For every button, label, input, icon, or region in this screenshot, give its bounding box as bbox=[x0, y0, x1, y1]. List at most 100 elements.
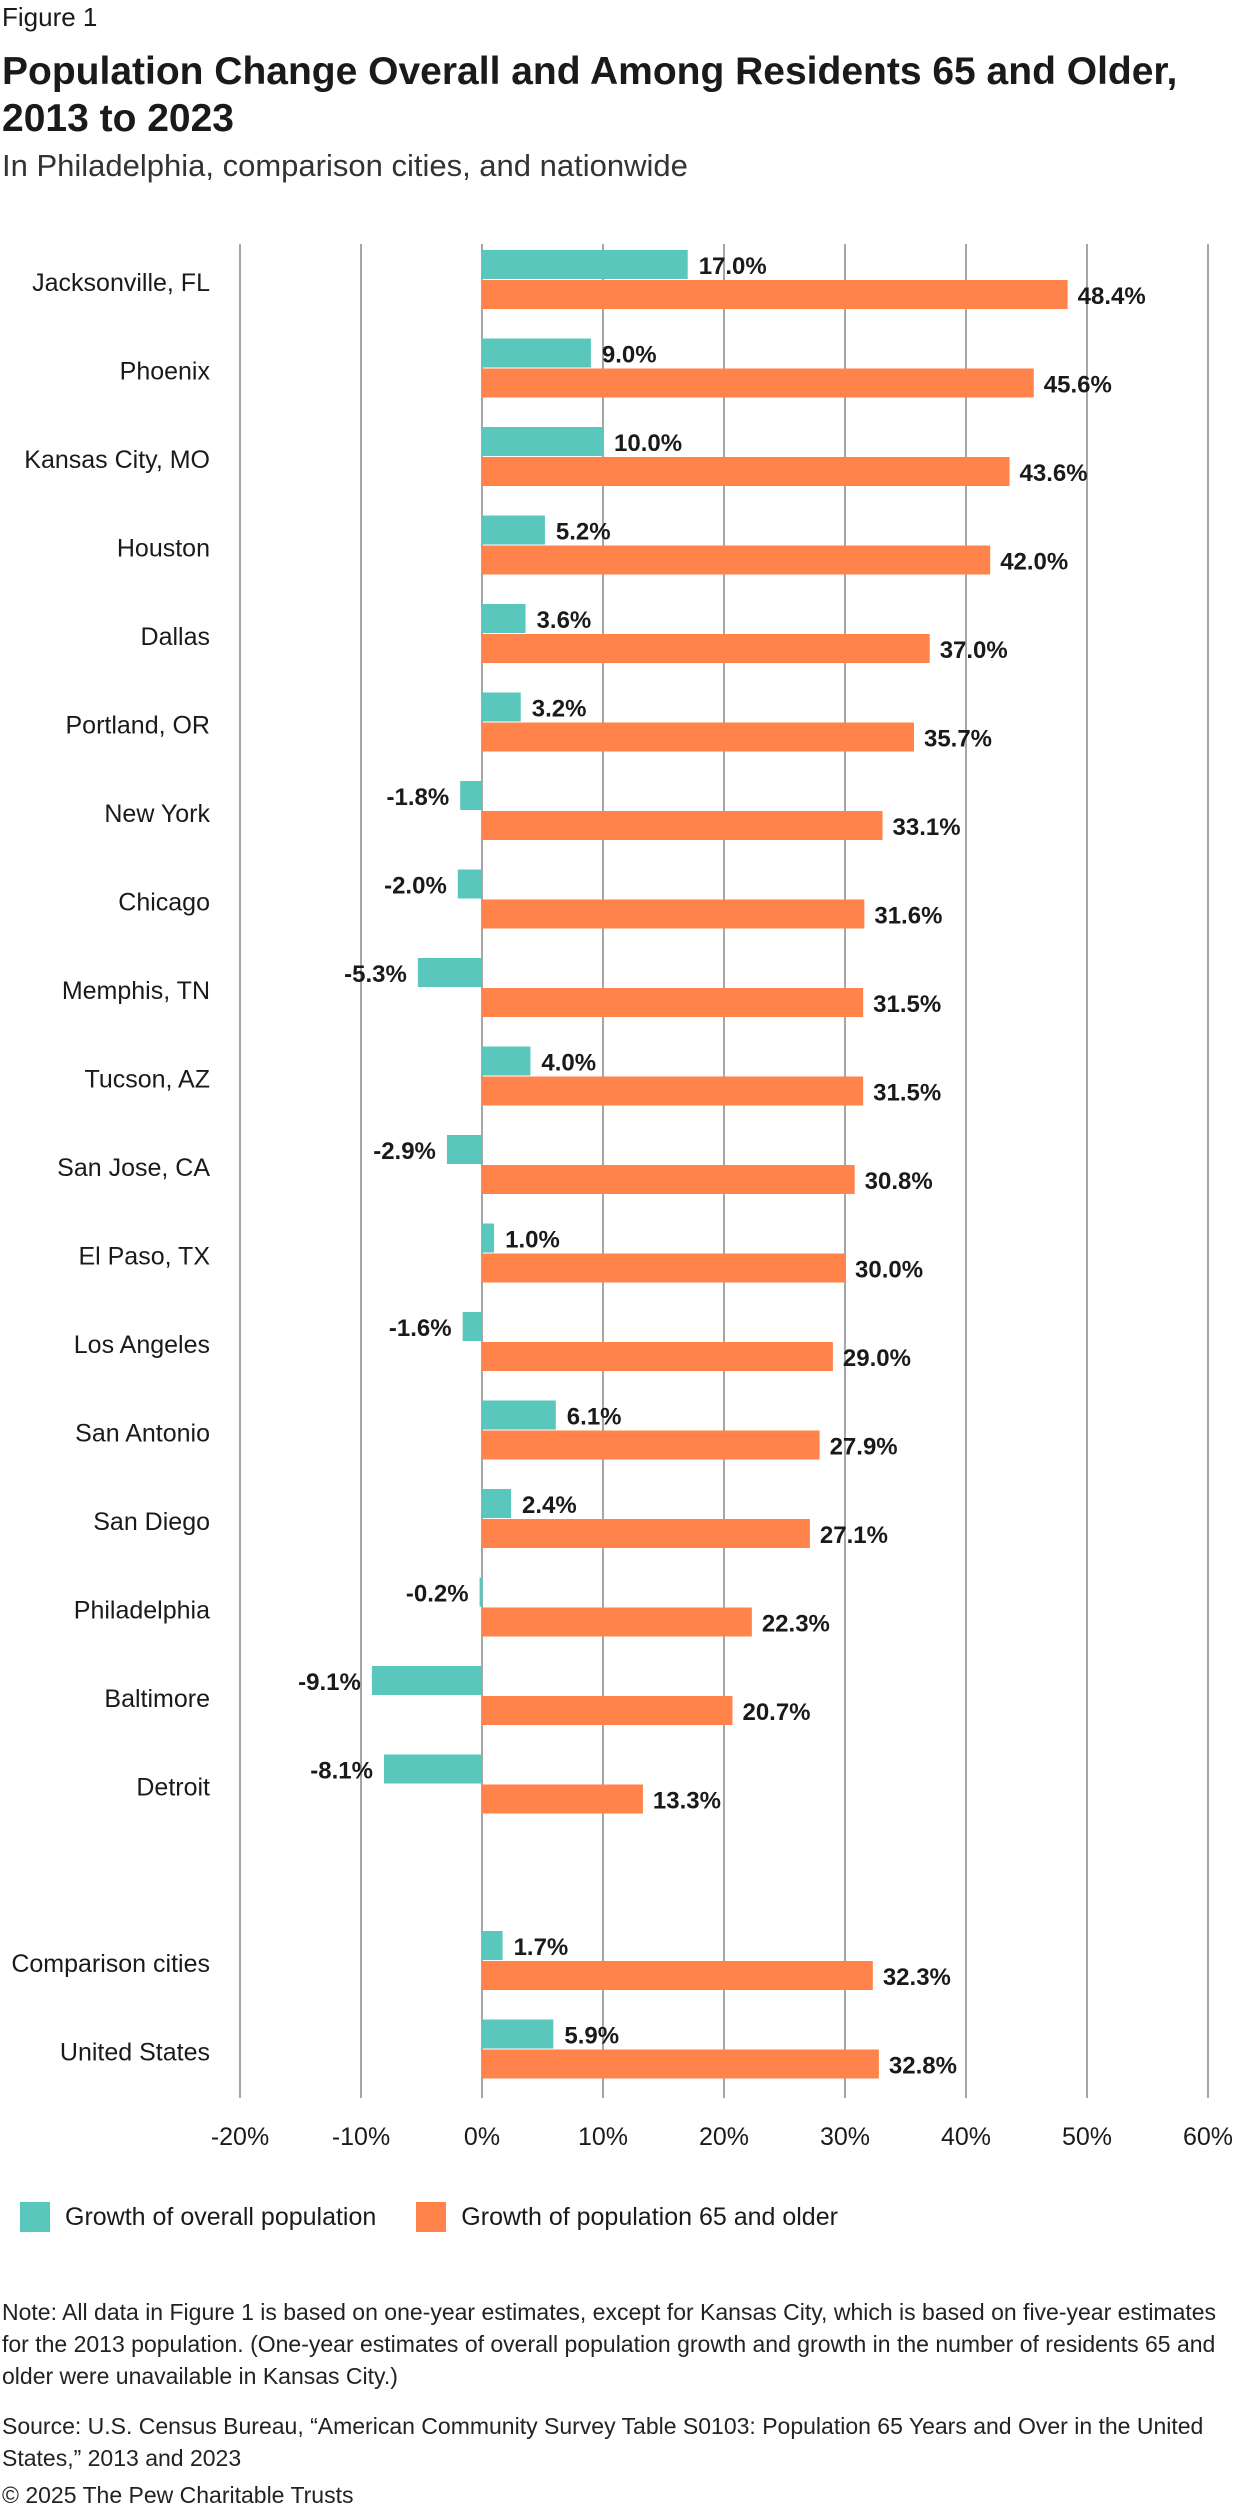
data-label-older: 27.9% bbox=[830, 1434, 898, 1461]
category-label: Dallas bbox=[141, 623, 210, 651]
data-label-older: 13.3% bbox=[653, 1788, 721, 1815]
category-label: San Diego bbox=[93, 1508, 210, 1536]
bar-older bbox=[482, 280, 1068, 309]
bar-older bbox=[482, 1784, 643, 1814]
data-label-overall: 1.0% bbox=[505, 1227, 560, 1254]
bar-overall bbox=[460, 781, 482, 810]
bar-overall bbox=[482, 2019, 554, 2049]
chart-subtitle: In Philadelphia, comparison cities, and … bbox=[2, 148, 688, 183]
data-label-older: 31.6% bbox=[874, 903, 942, 930]
bar-older bbox=[482, 1253, 845, 1283]
bar-overall bbox=[482, 515, 545, 545]
x-tick-label: 20% bbox=[699, 2123, 749, 2151]
category-label: San Antonio bbox=[75, 1420, 210, 1448]
bar-chart: -20% -10% 0% 10% 20% 30% 40% 50% 60% Jacksonville… bbox=[11, 244, 1233, 2151]
data-label-older: 32.3% bbox=[883, 1964, 951, 1991]
bar-overall bbox=[482, 250, 688, 279]
bar-older bbox=[482, 1342, 833, 1371]
data-label-older: 37.0% bbox=[940, 637, 1008, 664]
legend-item-older: Growth of population 65 and older bbox=[416, 2202, 838, 2232]
data-label-overall: -2.0% bbox=[384, 873, 447, 900]
bar-overall bbox=[482, 604, 526, 633]
legend-label-overall: Growth of overall population bbox=[65, 2202, 377, 2231]
bar-older bbox=[482, 722, 914, 752]
bar-older bbox=[482, 545, 991, 575]
bar-overall bbox=[482, 338, 591, 368]
bar-overall bbox=[417, 958, 482, 987]
data-label-overall: -9.1% bbox=[298, 1669, 361, 1696]
data-label-overall: 10.0% bbox=[614, 430, 682, 457]
chart-source: Source: U.S. Census Bureau, “American Co… bbox=[2, 2413, 1204, 2471]
data-label-older: 22.3% bbox=[762, 1611, 830, 1638]
bar-older bbox=[482, 368, 1034, 398]
bar-older bbox=[482, 1076, 864, 1106]
data-label-older: 33.1% bbox=[893, 814, 961, 841]
category-label: Kansas City, MO bbox=[24, 446, 210, 474]
data-label-overall: -8.1% bbox=[310, 1758, 373, 1785]
figure-label: Figure 1 bbox=[2, 2, 98, 32]
category-label: Comparison cities bbox=[11, 1950, 210, 1978]
bar-overall bbox=[457, 869, 482, 899]
bar-older bbox=[482, 1519, 810, 1548]
bar-overall bbox=[371, 1666, 482, 1695]
data-label-overall: -0.2% bbox=[406, 1581, 469, 1608]
copyright: © 2025 The Pew Charitable Trusts bbox=[2, 2482, 354, 2508]
bar-overall bbox=[383, 1754, 482, 1784]
data-label-older: 48.4% bbox=[1078, 283, 1146, 310]
category-label: Tucson, AZ bbox=[84, 1066, 210, 1094]
data-label-overall: -5.3% bbox=[344, 961, 407, 988]
bar-overall bbox=[446, 1135, 482, 1164]
legend-label-older: Growth of population 65 and older bbox=[461, 2202, 838, 2231]
data-label-overall: 5.2% bbox=[556, 519, 611, 546]
bar-older bbox=[482, 899, 865, 929]
bar-older bbox=[482, 2049, 879, 2079]
category-label: New York bbox=[104, 800, 210, 828]
bar-older bbox=[482, 1430, 820, 1460]
category-label: Baltimore bbox=[104, 1685, 210, 1713]
x-tick-label: 50% bbox=[1062, 2123, 1112, 2151]
x-tick-label: 60% bbox=[1183, 2123, 1233, 2151]
data-label-older: 30.8% bbox=[865, 1168, 933, 1195]
bar-overall bbox=[479, 1577, 483, 1607]
data-label-older: 29.0% bbox=[843, 1345, 911, 1372]
bar-older bbox=[482, 634, 930, 663]
data-label-older: 35.7% bbox=[924, 726, 992, 753]
x-tick-label: 30% bbox=[820, 2123, 870, 2151]
data-label-overall: 2.4% bbox=[522, 1492, 577, 1519]
bar-overall bbox=[482, 427, 603, 456]
bar-overall bbox=[482, 692, 521, 722]
legend-swatch-older bbox=[416, 2202, 447, 2232]
data-label-overall: 5.9% bbox=[564, 2023, 619, 2050]
bar-older bbox=[482, 811, 883, 840]
bar-overall bbox=[482, 1046, 531, 1076]
x-tick-label: -10% bbox=[332, 2123, 390, 2151]
bar-older bbox=[482, 457, 1010, 486]
data-label-older: 31.5% bbox=[873, 1080, 941, 1107]
category-label: Chicago bbox=[118, 889, 210, 917]
data-label-older: 20.7% bbox=[742, 1699, 810, 1726]
category-label: Portland, OR bbox=[65, 712, 210, 740]
category-label: Memphis, TN bbox=[62, 977, 210, 1005]
data-label-overall: 6.1% bbox=[567, 1404, 622, 1431]
data-label-older: 32.8% bbox=[889, 2053, 957, 2080]
bar-older bbox=[482, 1696, 733, 1725]
bar-older bbox=[482, 988, 864, 1017]
bar-older bbox=[482, 1607, 752, 1637]
legend-swatch-overall bbox=[20, 2202, 50, 2232]
data-label-overall: -1.8% bbox=[387, 784, 450, 811]
data-label-older: 27.1% bbox=[820, 1522, 888, 1549]
category-label: San Jose, CA bbox=[57, 1154, 210, 1182]
category-label: Detroit bbox=[136, 1774, 210, 1802]
x-tick-label: 40% bbox=[941, 2123, 991, 2151]
data-label-overall: 3.6% bbox=[537, 607, 592, 634]
bar-overall bbox=[482, 1223, 495, 1253]
category-label: El Paso, TX bbox=[78, 1243, 210, 1271]
x-tick-label: 10% bbox=[578, 2123, 628, 2151]
data-label-overall: 1.7% bbox=[514, 1934, 569, 1961]
data-label-overall: -2.9% bbox=[373, 1138, 436, 1165]
bar-overall bbox=[462, 1312, 482, 1341]
bar-overall bbox=[482, 1400, 556, 1430]
chart-note: Note: All data in Figure 1 is based on o… bbox=[2, 2299, 1217, 2389]
data-label-older: 45.6% bbox=[1044, 372, 1112, 399]
category-label: Philadelphia bbox=[74, 1597, 210, 1625]
